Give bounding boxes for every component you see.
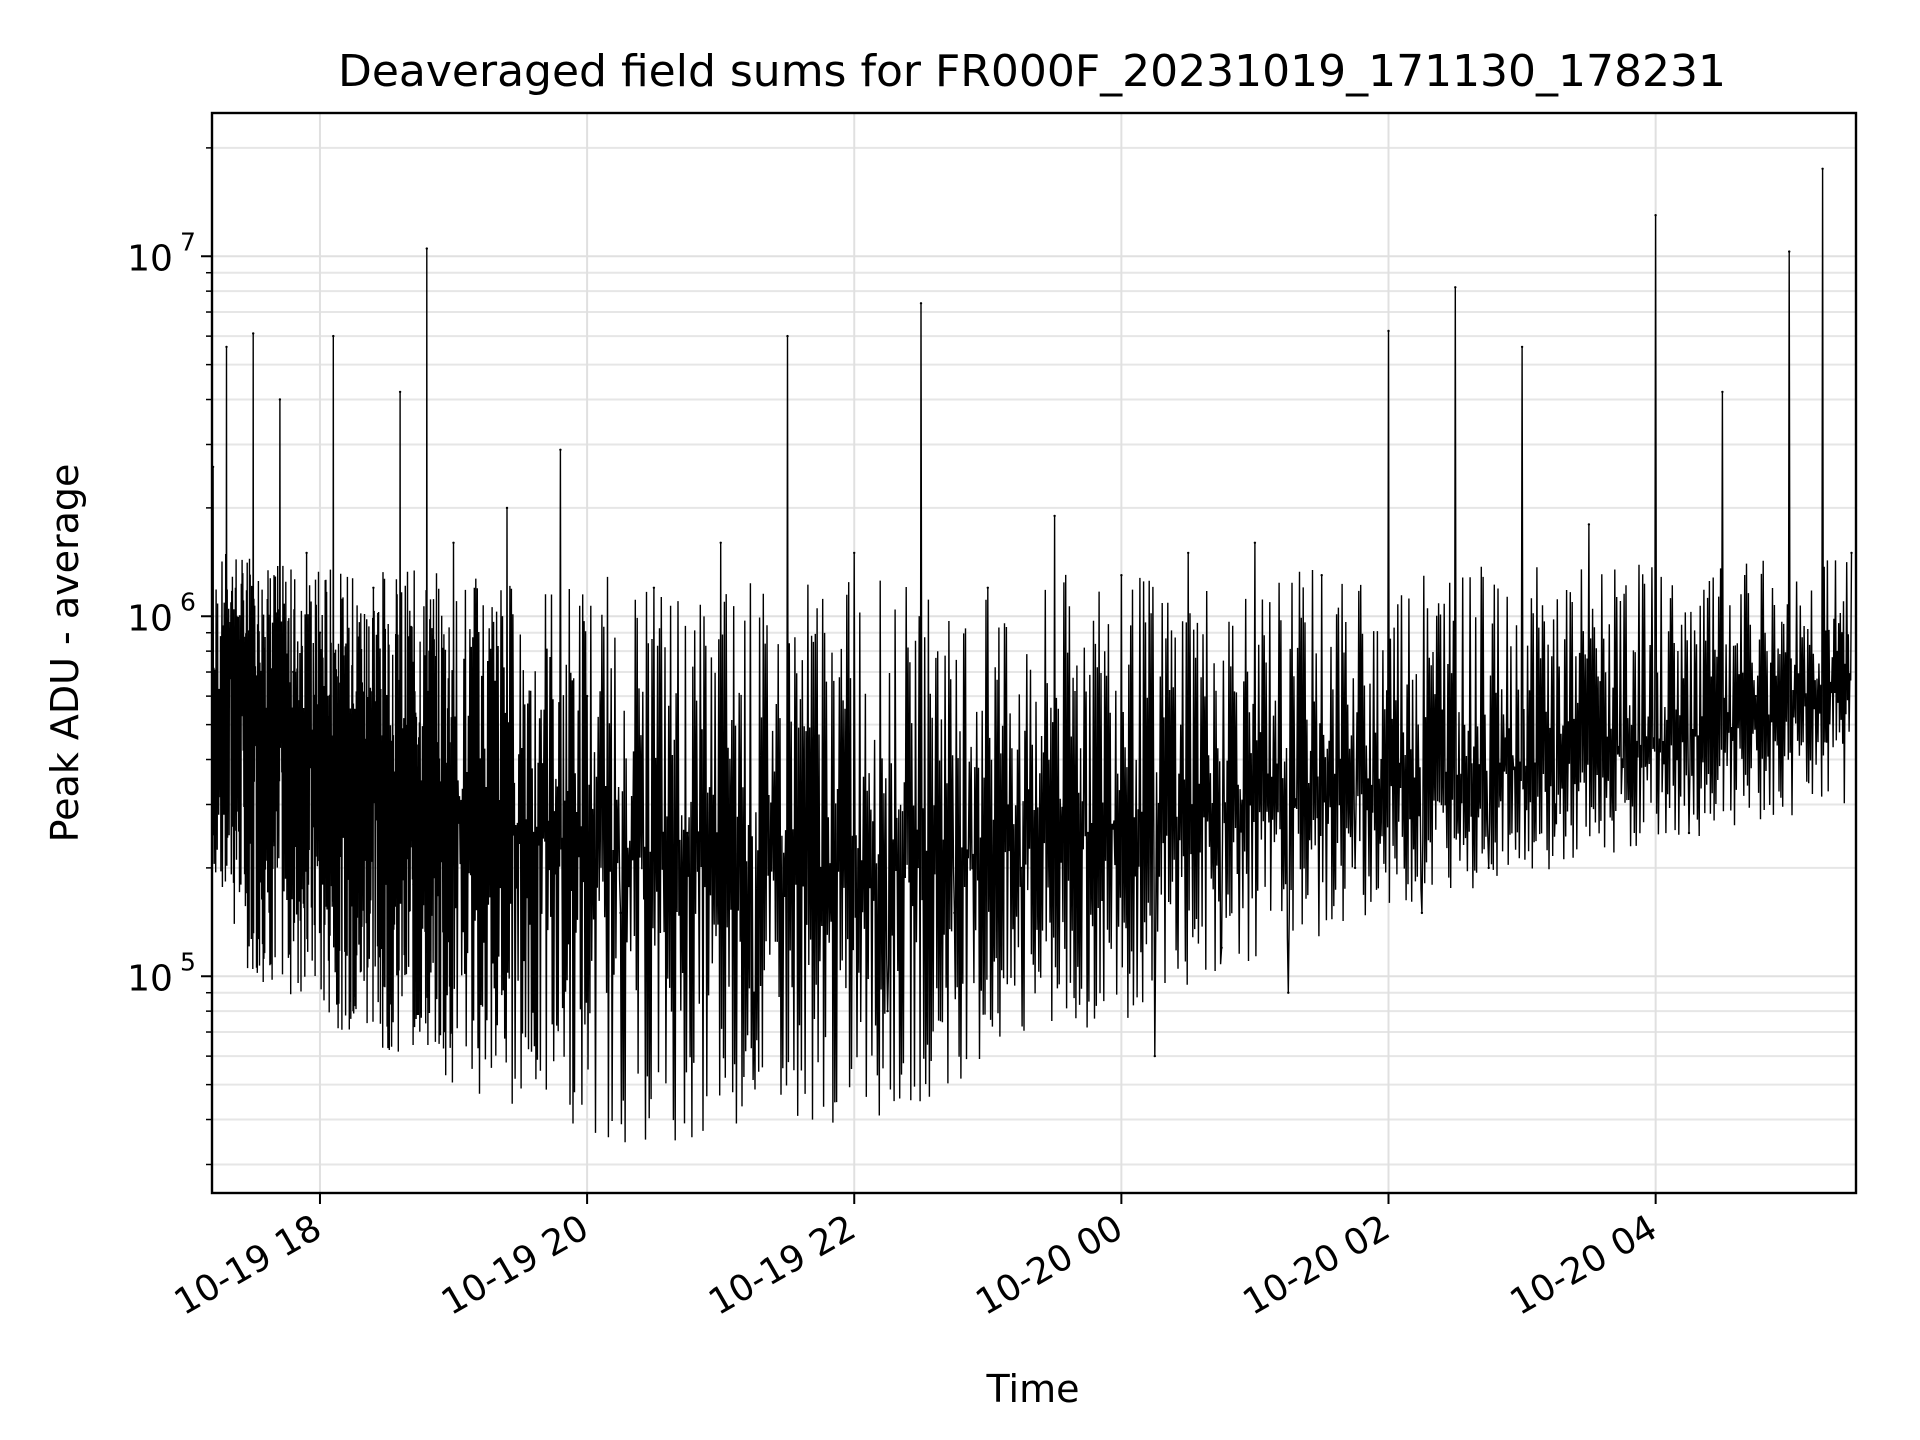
data-point [1187, 551, 1190, 555]
data-point [1153, 1054, 1157, 1058]
data-point [425, 247, 428, 250]
data-point [225, 345, 228, 349]
y-tick-exponent: 7 [180, 227, 196, 256]
data-point [238, 615, 241, 618]
data-point [1220, 946, 1223, 949]
data-point [292, 670, 295, 674]
data-point [1821, 167, 1824, 170]
data-point [345, 831, 348, 835]
data-point [318, 631, 322, 634]
plot-area [211, 167, 1853, 1143]
data-point [752, 991, 756, 994]
data-point [278, 398, 282, 401]
chart-title: Deaveraged field sums for FR000F_2023101… [338, 46, 1726, 97]
data-point [559, 448, 562, 451]
plot-frame [210, 111, 1858, 1195]
data-point [1120, 574, 1123, 577]
data-point [1587, 523, 1591, 526]
data-point [439, 803, 442, 806]
data-point [1020, 866, 1023, 870]
y-tick-label: 10 [127, 238, 173, 279]
y-axis-label: Peak ADU - average [43, 464, 87, 843]
data-point [252, 332, 255, 335]
data-point [265, 723, 268, 726]
data-point [332, 334, 335, 338]
data-point [886, 1009, 889, 1013]
series-line [212, 168, 1853, 1143]
data-point [786, 334, 789, 338]
data-point [532, 831, 535, 835]
data-point [953, 911, 956, 915]
data-point [1053, 514, 1056, 518]
data-point [372, 586, 375, 589]
data-point [1621, 758, 1624, 761]
data-point [1788, 250, 1791, 253]
data-point [505, 506, 509, 510]
y-tick-exponent: 6 [180, 587, 196, 616]
data-point [585, 694, 589, 698]
data-point [358, 649, 362, 653]
y-tick-label: 10 [127, 958, 173, 999]
data-point [1721, 390, 1724, 394]
data-point [819, 866, 822, 870]
data-point [1487, 866, 1490, 870]
data-point [919, 302, 923, 305]
data-point [1454, 286, 1457, 289]
data-point [1320, 574, 1323, 577]
data-point [853, 551, 856, 555]
data-point [1554, 803, 1557, 806]
data-point [1287, 991, 1290, 994]
data-point [619, 911, 622, 915]
data-point [1850, 551, 1853, 555]
data-point [1754, 694, 1758, 698]
data-point [652, 586, 656, 589]
data-point [1654, 214, 1657, 217]
data-point [452, 541, 455, 544]
y-tick-exponent: 5 [180, 947, 196, 976]
data-point [412, 883, 415, 886]
data-point [1420, 911, 1424, 915]
y-tick-label: 10 [127, 598, 173, 639]
data-point [986, 586, 989, 589]
data-point [479, 758, 482, 761]
data-point [686, 831, 689, 835]
data-point [305, 551, 308, 555]
data-point [719, 541, 722, 544]
data-point [1520, 345, 1524, 349]
data-point [1086, 831, 1090, 835]
data-point [385, 694, 388, 698]
x-axis-label: Time [986, 1367, 1080, 1411]
data-point [1687, 831, 1691, 835]
data-point [1387, 329, 1390, 333]
data-point [1353, 866, 1357, 870]
data-point [398, 390, 402, 394]
data-point [1253, 541, 1257, 544]
